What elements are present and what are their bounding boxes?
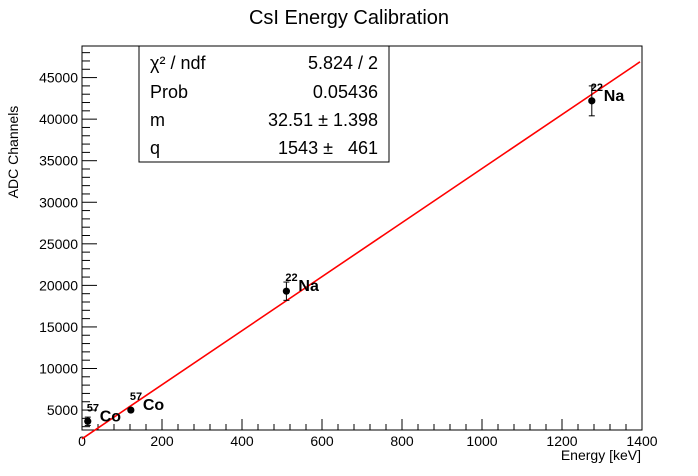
- point-label-element: Co: [100, 408, 122, 425]
- y-tick-label: 40000: [39, 111, 78, 127]
- y-axis-label: ADC Channels: [5, 106, 21, 199]
- x-tick-label: 600: [310, 433, 334, 449]
- x-tick-label: 1000: [466, 433, 497, 449]
- stats-value-prob: 0.05436: [313, 82, 378, 102]
- x-tick-label: 800: [390, 433, 414, 449]
- x-tick-label: 1200: [546, 433, 577, 449]
- y-tick-label: 5000: [47, 402, 78, 418]
- stats-box: χ² / ndf 5.824 / 2 Prob 0.05436 m 32.51 …: [138, 45, 390, 163]
- stats-label-m: m: [150, 110, 165, 130]
- point-label-mass: 22: [591, 82, 603, 94]
- stats-box-frame: [138, 45, 390, 163]
- y-tick-label: 20000: [39, 277, 78, 293]
- fit-line: [81, 61, 641, 440]
- y-tick-label: 25000: [39, 236, 78, 252]
- stats-label-q: q: [150, 138, 160, 158]
- point-label-mass: 57: [130, 391, 142, 403]
- x-axis-ticks: 0 200 400 600 800 1000 1200 1400: [78, 419, 658, 449]
- y-axis-ticks: 5000 10000 15000 20000 25000 30000 35000 40000 4…: [39, 52, 97, 428]
- chart-title: CsI Energy Calibration: [249, 7, 449, 29]
- stats-label-chi2: χ² / ndf: [150, 53, 206, 73]
- point-label-mass: 22: [285, 272, 297, 284]
- stats-value-m: 32.51 ± 1.398: [268, 110, 378, 130]
- x-tick-label: 0: [78, 433, 86, 449]
- y-tick-label: 45000: [39, 70, 78, 86]
- y-tick-label: 15000: [39, 319, 78, 335]
- y-tick-label: 35000: [39, 153, 78, 169]
- data-points: [84, 85, 596, 426]
- stats-value-chi2: 5.824 / 2: [308, 53, 378, 73]
- data-point: [588, 97, 596, 105]
- stats-label-prob: Prob: [150, 82, 188, 102]
- x-tick-label: 200: [150, 433, 174, 449]
- point-label-element: Na: [298, 278, 319, 295]
- y-tick-label: 10000: [39, 360, 78, 376]
- x-tick-label: 1400: [626, 433, 657, 449]
- data-point: [127, 406, 135, 414]
- stats-value-q: 1543 ± 461: [278, 138, 378, 158]
- point-label-element: Co: [143, 397, 165, 414]
- x-axis-label: Energy [keV]: [561, 447, 641, 463]
- point-label-element: Na: [604, 88, 625, 105]
- point-label-mass: 57: [87, 402, 99, 414]
- x-tick-label: 400: [230, 433, 254, 449]
- data-point: [282, 287, 290, 295]
- data-point: [84, 417, 92, 425]
- y-tick-label: 30000: [39, 194, 78, 210]
